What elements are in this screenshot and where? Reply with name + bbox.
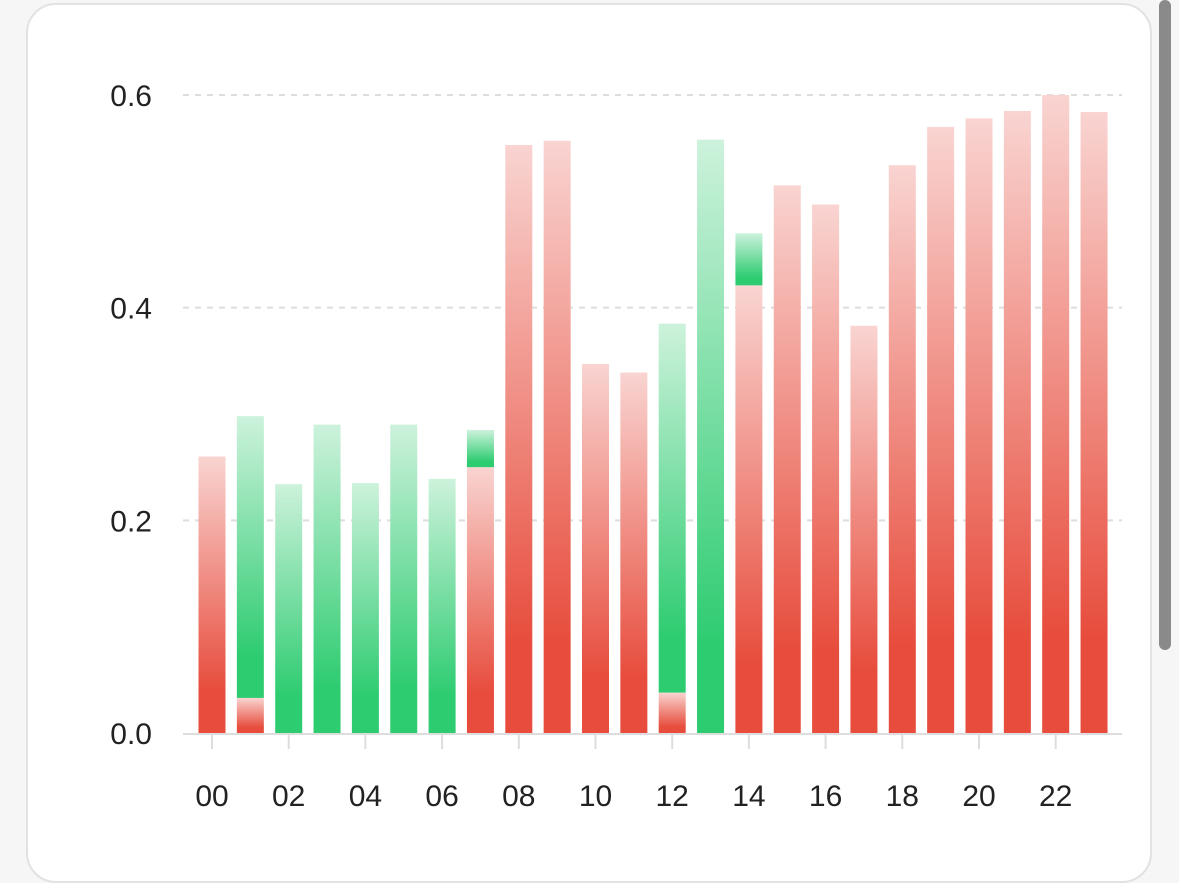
bar-12-series-2 <box>658 323 686 693</box>
x-tick-label: 08 <box>502 780 535 813</box>
bar-00-series-1 <box>198 456 226 733</box>
bar-20-series-1 <box>965 118 993 734</box>
x-tick-label: 04 <box>349 780 382 813</box>
bar-05-series-2 <box>390 424 418 733</box>
x-tick-label: 12 <box>656 780 689 813</box>
y-tick-label: 0.4 <box>110 293 152 326</box>
bar-11-series-1 <box>620 372 648 733</box>
x-tick-label: 00 <box>195 780 228 813</box>
bar-08-series-1 <box>505 144 533 733</box>
x-tick-label: 22 <box>1039 780 1072 813</box>
y-tick-label: 0.6 <box>110 80 152 113</box>
bar-12-series-1 <box>658 692 686 733</box>
bar-07-series-1 <box>466 467 494 733</box>
bar-01-series-1 <box>236 697 264 733</box>
x-tick-label: 10 <box>579 780 612 813</box>
bar-04-series-2 <box>351 483 379 733</box>
bar-14-series-2 <box>735 233 763 286</box>
bar-22-series-1 <box>1042 95 1070 733</box>
x-tick-label: 20 <box>962 780 995 813</box>
x-tick-label: 16 <box>809 780 842 813</box>
bar-09-series-1 <box>543 140 571 733</box>
vertical-scrollbar[interactable] <box>1159 0 1171 650</box>
bars <box>198 95 1108 734</box>
y-tick-label: 0.0 <box>110 718 152 751</box>
x-tick-label: 18 <box>886 780 919 813</box>
bar-03-series-2 <box>313 424 341 733</box>
bar-13-series-2 <box>697 139 725 733</box>
bar-18-series-1 <box>888 165 916 733</box>
bar-chart: 0.0 0.2 0.4 0.6 00 02 04 06 08 10 12 14 16 18 20 22 <box>110 80 1122 813</box>
bar-19-series-1 <box>927 126 955 733</box>
bar-16-series-1 <box>812 204 840 734</box>
bar-17-series-1 <box>850 325 878 733</box>
y-tick-label: 0.2 <box>110 505 152 538</box>
x-tick-label: 14 <box>732 780 765 813</box>
bar-15-series-1 <box>773 185 801 734</box>
x-tick-label: 02 <box>272 780 305 813</box>
x-tick-label: 06 <box>425 780 458 813</box>
bar-10-series-1 <box>582 364 609 733</box>
bar-23-series-1 <box>1080 112 1108 734</box>
bar-14-series-1 <box>735 285 763 733</box>
bar-21-series-1 <box>1003 110 1031 733</box>
axes: 0.0 0.2 0.4 0.6 00 02 04 06 08 10 12 14 16 18 20 22 <box>110 80 1122 813</box>
bar-02-series-2 <box>275 484 303 733</box>
bar-06-series-2 <box>428 478 456 733</box>
bar-01-series-2 <box>236 416 264 698</box>
bar-07-series-2 <box>466 429 494 468</box>
